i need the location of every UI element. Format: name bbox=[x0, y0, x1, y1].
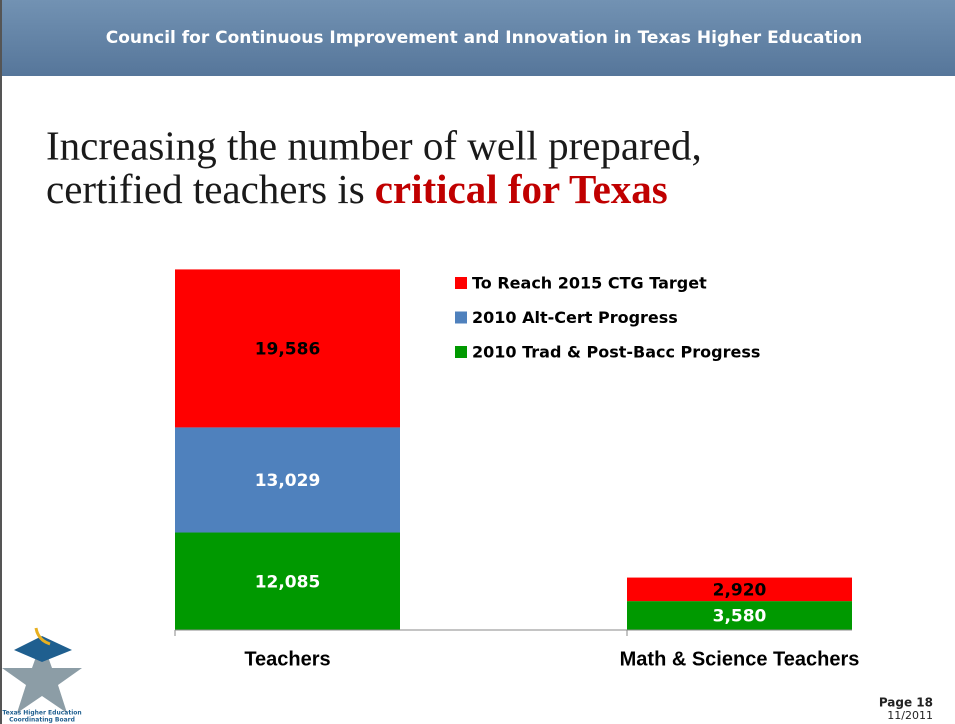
bar-segment bbox=[175, 427, 400, 533]
legend-label: 2010 Alt-Cert Progress bbox=[472, 308, 678, 327]
value-label: 19,586 bbox=[255, 339, 321, 359]
legend-swatch bbox=[455, 277, 467, 289]
title-emphasis: critical for Texas bbox=[375, 166, 668, 212]
x-tick-label: Math & Science Teachers bbox=[620, 648, 860, 670]
logo-text: Texas Higher Education bbox=[2, 710, 81, 717]
title-line: Increasing the number of well prepared, bbox=[46, 122, 702, 168]
logo-text: Coordinating Board bbox=[9, 717, 75, 724]
header-bar bbox=[0, 0, 955, 76]
title-text: certified teachers is bbox=[46, 166, 365, 212]
x-tick-label: Teachers bbox=[244, 648, 330, 670]
value-label: 3,580 bbox=[713, 607, 767, 627]
bar-segment bbox=[627, 577, 852, 602]
legend-label: To Reach 2015 CTG Target bbox=[472, 274, 707, 293]
page-number: Page 18 bbox=[879, 696, 933, 710]
value-label: 12,085 bbox=[255, 572, 321, 592]
header-text: Council for Continuous Improvement and I… bbox=[106, 28, 863, 48]
logo-star bbox=[2, 640, 82, 713]
value-label: 2,920 bbox=[713, 580, 767, 600]
logo: Texas Higher Education Coordinating Boar… bbox=[2, 627, 82, 724]
legend-label: 2010 Trad & Post-Bacc Progress bbox=[472, 343, 760, 362]
legend-swatch bbox=[455, 311, 467, 324]
bar-segment bbox=[175, 269, 400, 428]
page-date: 11/2011 bbox=[887, 709, 933, 722]
bar-segment bbox=[627, 601, 852, 630]
bar-segment bbox=[175, 532, 400, 630]
chart: 12,085 13,029 19,586 Teachers 3,580 2,920 Math… bbox=[174, 269, 860, 670]
value-label: 13,029 bbox=[255, 471, 321, 491]
logo-tassel bbox=[34, 627, 51, 646]
title-line: certified teachers is critical for Texas bbox=[46, 166, 668, 212]
legend-swatch bbox=[455, 346, 467, 358]
logo-cap bbox=[14, 636, 72, 662]
